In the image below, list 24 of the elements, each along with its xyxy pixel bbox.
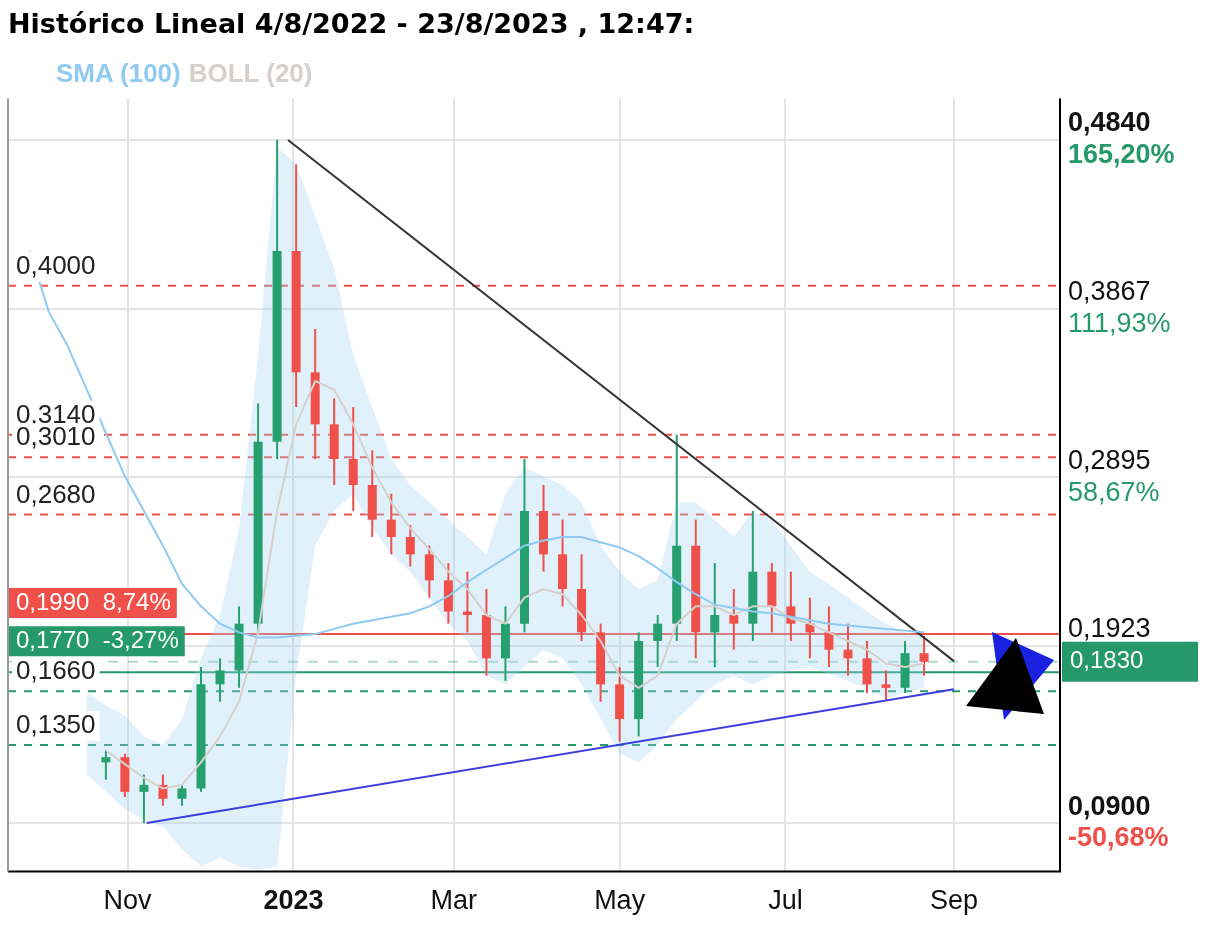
x-tick-label: May (594, 885, 646, 916)
x-tick-label: Nov (103, 885, 153, 916)
ref-line-label: 0,1350 (16, 709, 96, 740)
text: SMA (100) (56, 58, 181, 88)
y2-tick-label: 165,20% (1068, 139, 1175, 170)
chart-title: Histórico Lineal 4/8/2022 - 23/8/2023 , 12:47: (8, 8, 695, 40)
y-tick-label: 0,1923 (1068, 613, 1151, 644)
x-tick-label: Mar (430, 885, 478, 916)
y2-tick-label: 58,67% (1068, 476, 1160, 507)
y2-tick-label: -50,68% (1068, 822, 1169, 853)
ref-line-label: 0,1830 (1070, 646, 1144, 674)
y-tick-label: 0,0900 (1068, 790, 1151, 821)
ref-line-label: 0,1990 8,74% (16, 587, 171, 615)
y2-tick-label: 111,93% (1068, 308, 1171, 339)
y-tick-label: 0,3867 (1068, 276, 1151, 307)
x-tick-label: Jul (768, 885, 803, 916)
x-tick-label: 2023 (263, 885, 324, 916)
ref-line-label: 0,1660 (16, 655, 96, 686)
y-tick-label: 0,4840 (1068, 107, 1151, 138)
ref-line-label: 0,1770 -3,27% (16, 625, 179, 653)
ref-line-label: 0,2680 (16, 478, 96, 509)
ref-line-label: 0,4000 (16, 249, 96, 280)
x-tick-label: Sep (929, 885, 979, 916)
y-tick-label: 0,2895 (1068, 444, 1151, 475)
